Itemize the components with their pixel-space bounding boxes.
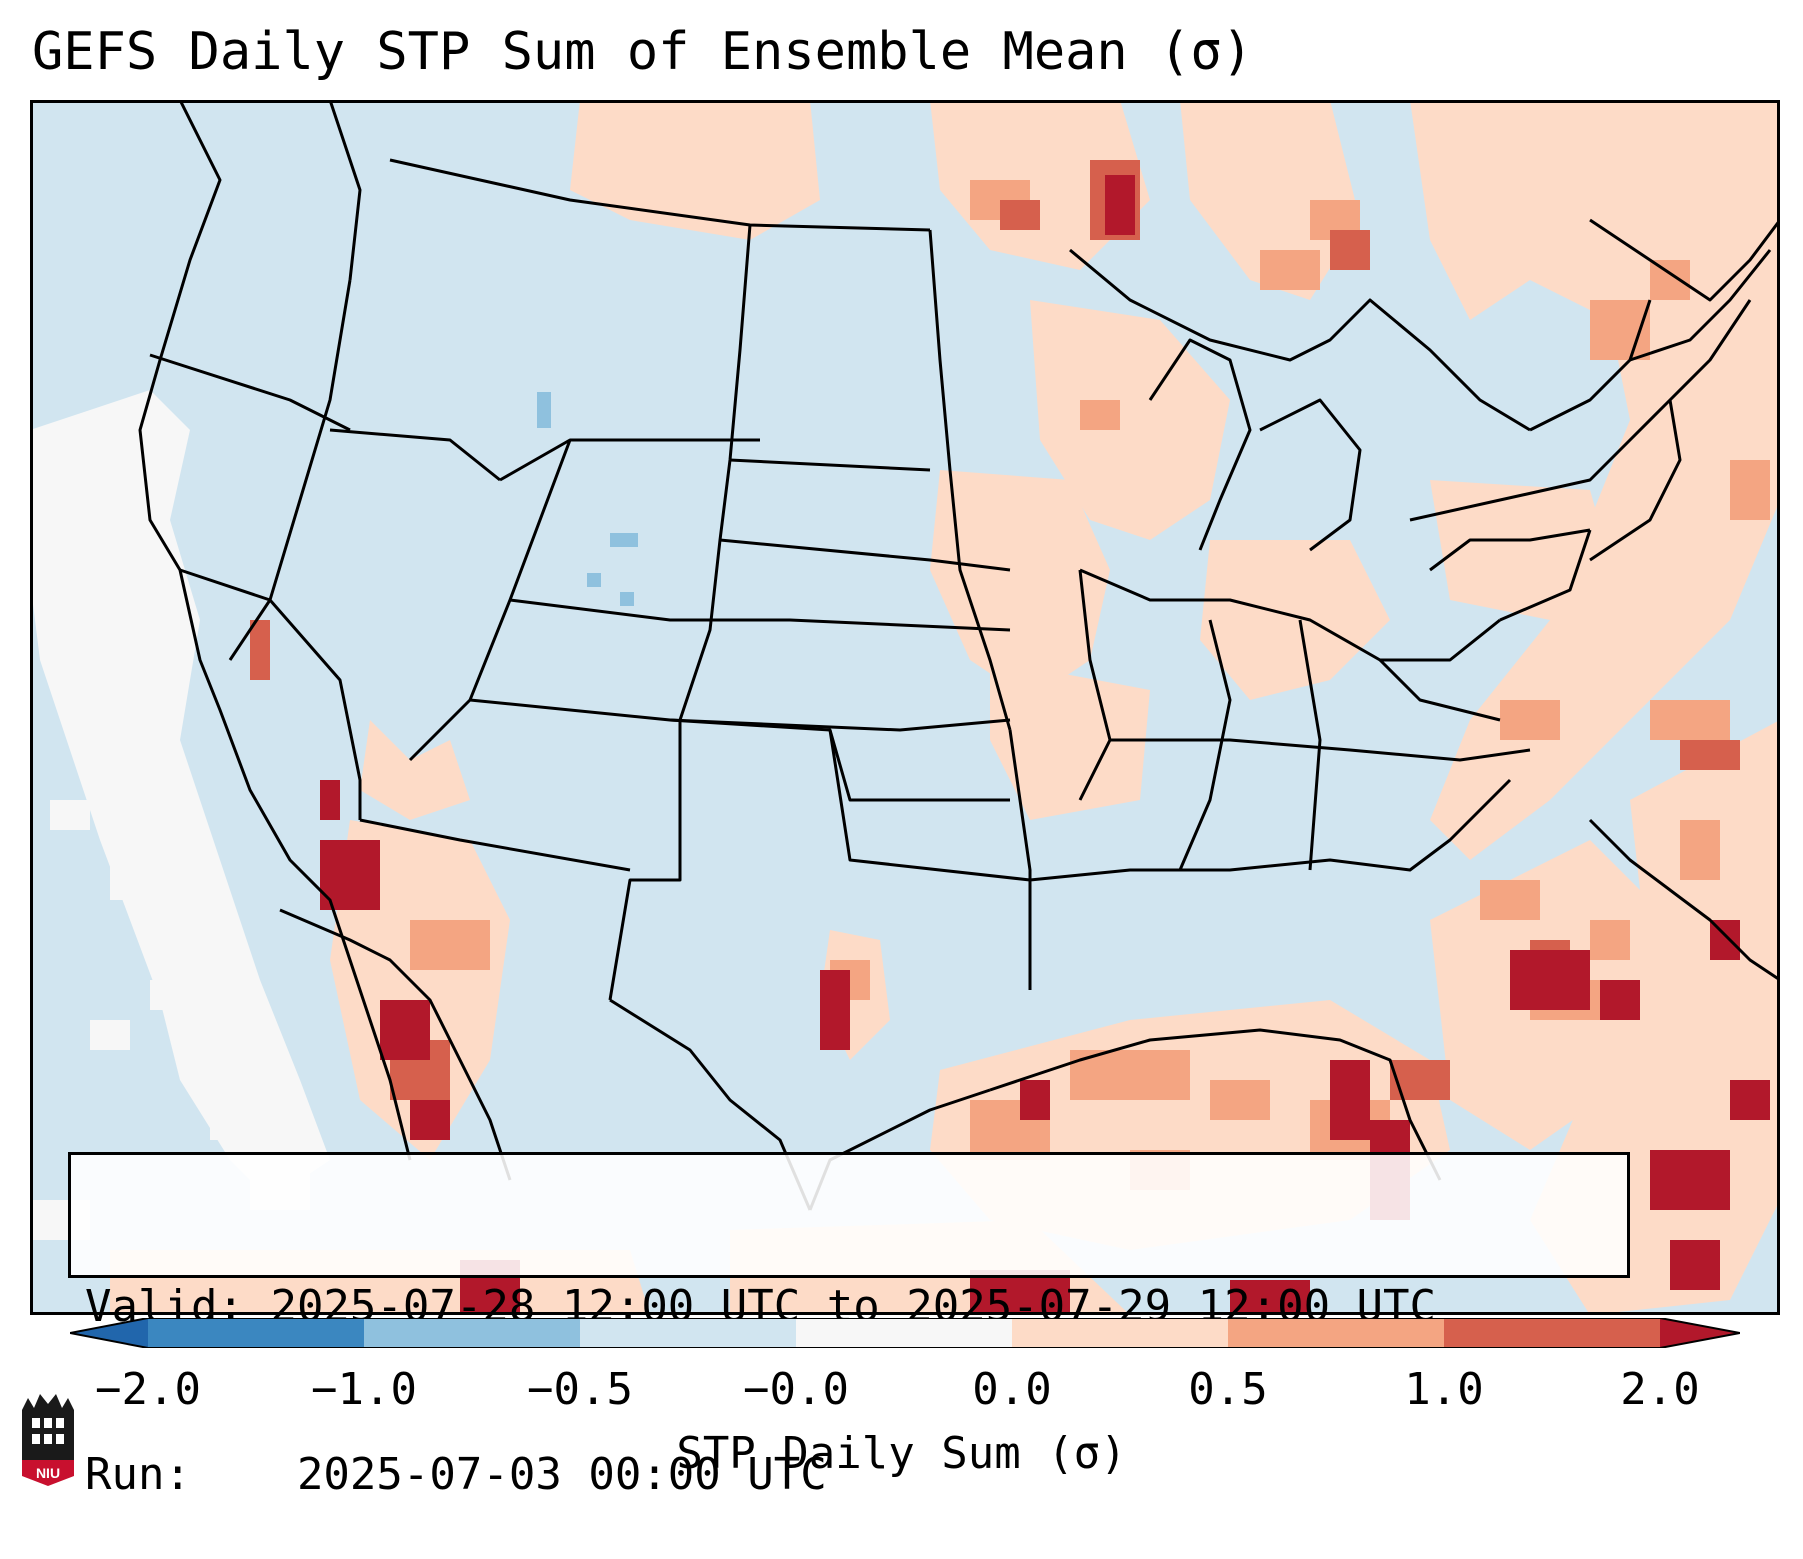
map-title: GEFS Daily STP Sum of Ensemble Mean (σ) — [32, 22, 1253, 82]
run-line: Run: 2025-07-03 00:00 UTC — [85, 1447, 1627, 1503]
run-label: Run: — [85, 1449, 191, 1500]
negative-cells — [537, 392, 638, 606]
colorbar-tick-7: 2.0 — [1620, 1364, 1700, 1415]
svg-text:NIU: NIU — [36, 1465, 60, 1481]
colorbar-tick-2: −0.5 — [527, 1364, 633, 1415]
colorbar — [70, 1318, 1740, 1348]
colorbar-seg-6 — [1444, 1318, 1660, 1348]
valid-info-box: Valid: 2025-07-28 12:00 UTC to 2025-07-2… — [68, 1152, 1630, 1500]
colorbar-label: STP Daily Sum (σ) — [676, 1428, 1127, 1479]
colorbar-seg-3 — [796, 1318, 1012, 1348]
colorbar-seg-1 — [364, 1318, 580, 1348]
colorbar-seg-4 — [1012, 1318, 1228, 1348]
high-positive-cells — [250, 160, 1740, 1100]
colorbar-over-arrow — [1660, 1318, 1740, 1348]
stp-map — [30, 100, 1780, 1315]
colorbar-tick-6: 1.0 — [1404, 1364, 1484, 1415]
colorbar-seg-2 — [580, 1318, 796, 1348]
niu-logo-icon: NIU — [22, 1394, 74, 1486]
colorbar-tick-0: −2.0 — [95, 1364, 201, 1415]
map-frame — [30, 100, 1780, 1315]
extreme-positive-cells — [320, 175, 1770, 1315]
colorbar-seg-0 — [148, 1318, 364, 1348]
colorbar-tick-3: −0.0 — [743, 1364, 849, 1415]
colorbar-tick-1: −1.0 — [311, 1364, 417, 1415]
colorbar-tick-5: 0.5 — [1188, 1364, 1268, 1415]
run-value: 2025-07-03 00:00 UTC — [296, 1449, 827, 1500]
colorbar-tick-4: 0.0 — [972, 1364, 1052, 1415]
colorbar-under-arrow — [70, 1318, 148, 1348]
colorbar-seg-5 — [1228, 1318, 1444, 1348]
